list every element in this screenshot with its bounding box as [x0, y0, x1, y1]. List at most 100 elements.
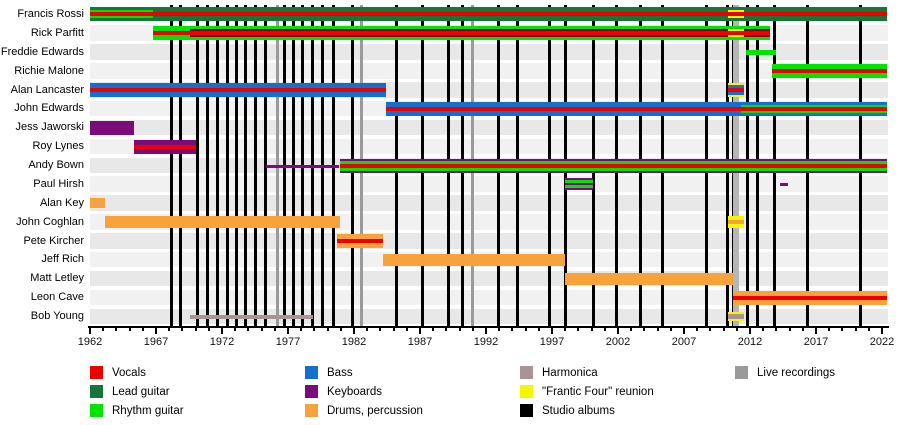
- member-name-label: Freddie Edwards: [0, 45, 84, 58]
- x-axis-minor-tick: [141, 328, 144, 331]
- row-band: [90, 119, 888, 136]
- member-name-label: Roy Lynes: [32, 140, 84, 153]
- x-axis-minor-tick: [366, 328, 369, 331]
- member-name-label: Richie Malone: [14, 64, 84, 77]
- x-axis-minor-tick: [577, 328, 580, 331]
- row-band: [90, 289, 888, 306]
- role-stripe-red: [90, 88, 386, 92]
- x-axis-minor-tick: [498, 328, 501, 331]
- legend-label: Harmonica: [542, 366, 598, 379]
- x-axis-minor-tick: [788, 328, 791, 331]
- timeline-bar: [104, 215, 340, 229]
- legend-label: Vocals: [112, 366, 146, 379]
- legend-label: Rhythm guitar: [112, 404, 184, 417]
- timeline-bar: [565, 272, 733, 286]
- role-stripe-rhythmGuitar: [740, 104, 887, 107]
- x-axis-major-tick: [617, 328, 619, 334]
- bar-gap: [190, 319, 313, 324]
- x-axis-minor-tick: [128, 328, 131, 331]
- bar-gap: [728, 228, 744, 229]
- x-axis-minor-tick: [854, 328, 857, 331]
- legend-swatch-live-recordings-icon: [735, 366, 748, 379]
- legend-item-bass: Bass: [305, 366, 353, 379]
- timeline-bar: [153, 7, 887, 22]
- bar-gap: [383, 266, 565, 267]
- role-stripe-drums: [383, 253, 566, 266]
- x-axis-tick-label: 2012: [737, 336, 763, 348]
- x-axis-minor-tick: [735, 328, 738, 331]
- role-stripe-leadGuitar: [90, 18, 154, 22]
- x-axis-minor-tick: [247, 328, 250, 331]
- role-stripe-rhythmGuitar: [90, 16, 154, 19]
- x-axis-minor-tick: [181, 328, 184, 331]
- legend-item-studio-albums: Studio albums: [520, 404, 615, 417]
- x-axis-minor-tick: [234, 328, 237, 331]
- x-axis-minor-tick: [630, 328, 633, 331]
- x-axis-tick-label: 1972: [209, 336, 235, 348]
- x-axis-major-tick: [89, 328, 91, 334]
- role-stripe-red: [90, 12, 154, 17]
- role-stripe-bass: [728, 85, 744, 88]
- legend-swatch-studio-albums-icon: [520, 404, 533, 417]
- legend-item-frantic-four: "Frantic Four" reunion: [520, 385, 654, 398]
- role-stripe-harmonica: [728, 313, 744, 319]
- member-name-label: Leon Cave: [30, 291, 84, 304]
- legend-label: Lead guitar: [112, 385, 170, 398]
- timeline-bar: [728, 26, 744, 40]
- bar-gap: [90, 208, 105, 210]
- row-band: [90, 233, 888, 249]
- legend-label: Bass: [327, 366, 353, 379]
- studio-album-line: [243, 5, 247, 326]
- x-axis-minor-tick: [379, 328, 382, 331]
- role-stripe-keyboards: [565, 183, 593, 186]
- timeline-bar: [728, 7, 744, 21]
- member-name-label: Pete Kircher: [23, 234, 84, 247]
- timeline-bar: [732, 290, 887, 305]
- role-stripe-keyboards: [133, 139, 196, 145]
- x-axis-major-tick: [815, 328, 817, 334]
- x-axis-minor-tick: [115, 328, 118, 331]
- role-stripe-drums: [728, 220, 744, 225]
- studio-album-line: [215, 5, 219, 326]
- x-axis-tick-label: 1962: [77, 336, 103, 348]
- x-axis-minor-tick: [392, 328, 395, 331]
- role-stripe-red: [385, 106, 887, 111]
- x-axis-tick-label: 2022: [869, 336, 895, 348]
- x-axis-tick-label: 1987: [407, 336, 433, 348]
- bar-gap: [266, 168, 340, 173]
- row-band: [90, 308, 888, 325]
- role-stripe-rhythmGuitar: [746, 50, 777, 56]
- timeline-bar: [740, 102, 887, 116]
- timeline-bar: [190, 310, 314, 324]
- role-stripe-keyboards: [780, 183, 789, 187]
- x-axis-minor-tick: [300, 328, 303, 331]
- member-name-label: Bob Young: [30, 310, 84, 322]
- role-stripe-rhythmGuitar: [565, 180, 593, 184]
- row-band: [90, 270, 888, 287]
- x-axis-major-tick: [683, 328, 685, 334]
- role-stripe-frantic: [728, 35, 744, 38]
- role-stripe-red: [153, 12, 887, 17]
- x-axis-tick-label: 2002: [605, 336, 631, 348]
- role-stripe-drums: [732, 290, 887, 296]
- legend-swatch-keyboards-icon: [305, 385, 318, 398]
- x-axis-minor-tick: [168, 328, 171, 331]
- legend-swatch-frantic-four-icon: [520, 385, 533, 398]
- row-band: [90, 44, 888, 60]
- timeline-bar: [153, 26, 771, 41]
- x-axis-tick-label: 1992: [473, 336, 499, 348]
- role-stripe-rhythmGuitar: [90, 10, 154, 13]
- studio-album-line: [253, 5, 257, 326]
- x-axis-minor-tick: [564, 328, 567, 331]
- role-stripe-darkRed: [190, 29, 771, 32]
- bar-gap: [190, 37, 770, 40]
- role-stripe-keyboards: [565, 188, 593, 191]
- x-axis-minor-tick: [867, 328, 870, 331]
- timeline-bar: [780, 177, 789, 191]
- role-stripe-red: [772, 69, 887, 74]
- bar-gap: [565, 285, 733, 286]
- legend-item-keyboards: Keyboards: [305, 385, 382, 398]
- member-name-label: John Edwards: [14, 102, 84, 115]
- role-stripe-frantic: [728, 224, 744, 229]
- studio-album-line: [225, 5, 229, 326]
